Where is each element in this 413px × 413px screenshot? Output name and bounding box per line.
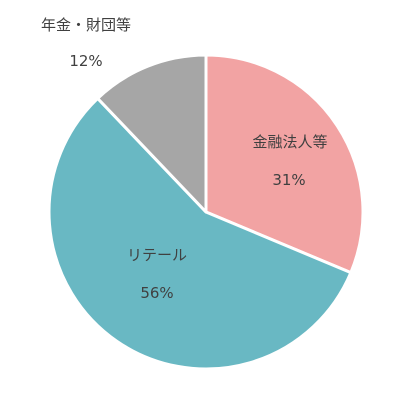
slice-group-1: リテール 56% — [127, 246, 187, 302]
slice-retail — [47, 96, 353, 371]
slice-nenkin-zaidan — [96, 53, 208, 214]
slice-group-0: 金融法人等 31% — [252, 133, 327, 189]
slice-label-kinyu-hojin: 金融法人等 — [252, 133, 327, 151]
slice-kinyu-hojin — [204, 53, 365, 275]
pie-slices — [47, 53, 365, 371]
slice-group-2: 年金・財団等 12% — [41, 16, 131, 70]
slice-label-retail: リテール — [127, 246, 187, 264]
slice-value-retail: 56% — [140, 284, 173, 302]
slice-value-kinyu-hojin: 31% — [272, 171, 305, 189]
slice-label-nenkin-zaidan: 年金・財団等 — [41, 16, 131, 34]
slice-value-nenkin-zaidan: 12% — [69, 52, 102, 70]
